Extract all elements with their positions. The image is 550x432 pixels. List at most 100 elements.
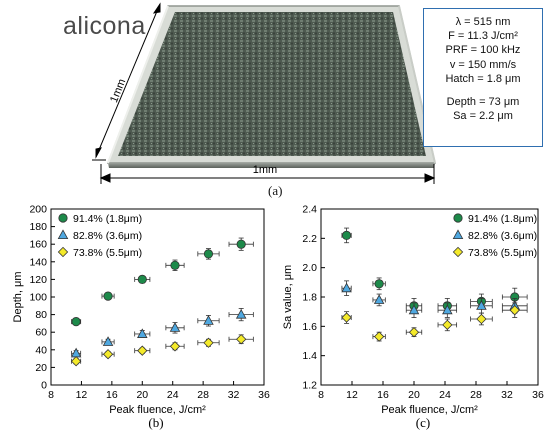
sa-point — [476, 313, 487, 325]
sa-x-tick-label: 32 — [501, 389, 513, 401]
sa-point — [509, 305, 520, 316]
sa-y-axis-label: Sa value, μm — [282, 265, 294, 329]
depth-point — [236, 334, 247, 345]
depth-chart: 8 12 16 20 24 28 32 36 0 20 40 60 80 100 120 140 160 180 2… — [12, 204, 270, 431]
sa-point — [373, 294, 385, 304]
depth-x-tick-label: 8 — [48, 389, 54, 401]
alicona-logo: alicona — [63, 12, 146, 40]
panel-label-b: (b) — [148, 415, 163, 430]
depth-point — [137, 345, 148, 356]
depth-y-tick-label: 140 — [29, 256, 47, 268]
sa-x-tick-label: 36 — [532, 389, 544, 401]
depth-y-tick-label: 40 — [35, 344, 47, 356]
sa-point — [374, 279, 384, 289]
depth-x-tick-label: 20 — [136, 389, 148, 401]
sa-point — [341, 312, 352, 323]
depth-series-1 — [70, 308, 254, 358]
left-dimension-label: 1mm — [108, 77, 128, 104]
sa-legend-marker — [452, 229, 464, 239]
sa-series-2 — [341, 302, 528, 342]
depth-x-tick-label: 32 — [228, 389, 240, 401]
sa-point — [341, 230, 352, 241]
depth-y-tick-label: 0 — [41, 380, 47, 392]
sa-legend-marker — [452, 246, 464, 258]
sa-x-tick-label: 12 — [346, 389, 358, 401]
result-sa: Sa = 2.2 μm — [453, 110, 513, 123]
sa-x-tick-label: 24 — [439, 389, 451, 401]
depth-y-tick-label: 20 — [35, 362, 47, 374]
depth-x-tick-label: 24 — [167, 389, 179, 401]
param-fluence: F = 11.3 J/cm² — [448, 30, 518, 43]
depth-point — [70, 347, 82, 358]
depth-point — [137, 274, 147, 285]
depth-legend-marker — [57, 229, 69, 239]
panel-label-c: (c) — [416, 415, 430, 430]
bottom-dimension-label: 1mm — [253, 164, 277, 176]
depth-y-tick-label: 160 — [29, 239, 47, 251]
structure-textured-floor — [118, 12, 426, 156]
sa-x-tick-label: 20 — [408, 389, 420, 401]
depth-y-tick-label: 200 — [29, 204, 47, 216]
depth-legend-label: 82.8% (3.6μm) — [73, 230, 142, 242]
depth-point — [169, 322, 181, 332]
depth-legend-label: 91.4% (1.8μm) — [73, 213, 142, 225]
depth-y-tick-label: 100 — [29, 292, 47, 304]
parameters-box: λ = 515 nm F = 11.3 J/cm² PRF = 100 kHz … — [423, 8, 543, 147]
sa-legend-label: 73.8% (5.5μm) — [468, 247, 537, 259]
depth-point — [170, 260, 180, 270]
sa-y-tick-label: 1.2 — [302, 380, 317, 392]
depth-point — [71, 317, 81, 327]
depth-y-tick-label: 80 — [35, 309, 47, 321]
depth-legend-label: 73.8% (5.5μm) — [73, 247, 142, 259]
sa-point — [442, 304, 453, 315]
depth-point — [203, 315, 214, 325]
sa-y-tick-label: 1.8 — [302, 292, 317, 304]
sa-point — [408, 327, 420, 338]
sa-legend-marker — [453, 213, 463, 223]
sa-x-tick-label: 8 — [318, 389, 324, 401]
depth-point — [102, 349, 114, 360]
depth-x-axis-label: Peak fluence, J/cm² — [109, 404, 206, 416]
result-depth: Depth = 73 μm — [446, 96, 520, 109]
depth-point — [203, 337, 214, 348]
sa-point — [408, 304, 420, 315]
sa-x-tick-label: 16 — [377, 389, 389, 401]
sa-legend-label: 82.8% (3.6μm) — [468, 230, 537, 242]
param-hatch: Hatch = 1.8 μm — [445, 72, 521, 85]
sa-series-1 — [341, 280, 528, 318]
sa-y-tick-label: 2.2 — [302, 233, 317, 245]
left-dimension-arrow — [92, 2, 161, 161]
sa-point — [476, 300, 487, 310]
panel-label-a: (a) — [268, 183, 283, 198]
depth-y-tick-label: 120 — [29, 274, 47, 286]
depth-x-tick-label: 36 — [258, 389, 270, 401]
depth-series-2 — [70, 334, 254, 367]
sa-y-tick-label: 1.6 — [302, 321, 317, 333]
depth-point — [137, 328, 148, 338]
sa-legend-label: 91.4% (1.8μm) — [468, 213, 537, 225]
depth-point — [236, 239, 246, 249]
depth-series-0 — [71, 237, 254, 327]
param-velocity: v = 150 mm/s — [449, 58, 517, 71]
sa-point — [373, 331, 385, 342]
depth-y-tick-label: 60 — [35, 327, 47, 339]
depth-legend-marker — [58, 213, 68, 223]
sa-point — [341, 282, 352, 293]
depth-y-tick-label: 180 — [29, 221, 47, 233]
sa-point — [442, 319, 453, 331]
sa-chart: 8 12 16 20 24 28 32 36 1.2 1.4 1.6 1.8 2.0 2.2 2.4 Peak… — [282, 204, 544, 431]
sa-y-tick-label: 2.0 — [302, 262, 317, 274]
bottom-dimension-arrow — [99, 164, 436, 184]
sa-y-tick-label: 1.4 — [302, 350, 317, 362]
sa-x-tick-label: 28 — [470, 389, 482, 401]
depth-point — [235, 308, 247, 319]
depth-x-tick-label: 16 — [106, 389, 118, 401]
sa-y-tick-label: 2.4 — [302, 204, 317, 216]
depth-x-tick-label: 28 — [197, 389, 209, 401]
depth-y-axis-label: Depth, μm — [12, 272, 24, 323]
depth-point — [169, 341, 181, 352]
param-wavelength: λ = 515 nm — [455, 16, 511, 28]
depth-legend-marker — [57, 246, 69, 258]
depth-point — [203, 249, 214, 259]
